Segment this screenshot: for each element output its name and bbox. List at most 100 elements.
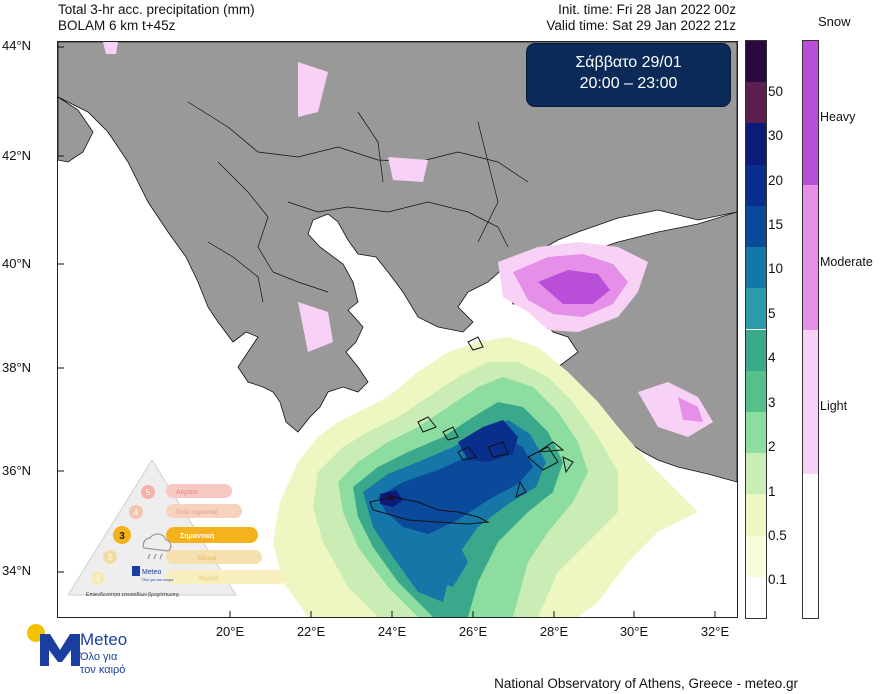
precip-scale-cell <box>746 288 766 330</box>
precip-scale-label: 1 <box>768 484 776 499</box>
inset-level-text: Χαμηλή <box>198 575 219 582</box>
map-canvas <box>58 42 737 617</box>
precip-scale-label: 15 <box>768 217 784 232</box>
snow-scale-label: Light <box>820 399 848 413</box>
inset-level-text: Μέτρια <box>198 555 217 562</box>
inset-logo-icon <box>132 566 140 576</box>
graticule-ticks <box>58 46 716 617</box>
lat-label: 44°N <box>2 38 32 53</box>
inset-number: 3 <box>119 531 125 542</box>
inset-level-circle <box>113 526 131 544</box>
inset-level-bar <box>166 504 242 518</box>
lon-label: 22°E <box>296 624 326 639</box>
precip-scale-label: 10 <box>768 261 784 276</box>
precip-scale-label: 4 <box>768 350 776 365</box>
lat-label: 36°N <box>2 463 32 478</box>
lat-label: 42°N <box>2 148 32 163</box>
snow-scale-cell <box>803 41 818 186</box>
inset-number: 2 <box>108 553 113 562</box>
inset-level-circle <box>141 485 155 499</box>
precip-scale-cell <box>746 411 766 454</box>
rain-cloud-icon <box>142 533 172 560</box>
meteo-logo <box>27 624 80 666</box>
precip-scale-cell <box>746 123 766 165</box>
precip-scale-cell <box>746 329 766 371</box>
rain-field <box>273 337 698 617</box>
inset-brand-tag: Όλο για τον καιρό <box>141 577 174 582</box>
precip-scale-cell <box>746 370 766 412</box>
precip-scale-cell <box>746 247 766 289</box>
precip-scale-label: 0.5 <box>768 528 787 543</box>
hours-label: 20:00 – 23:00 <box>579 75 678 92</box>
crete <box>369 496 490 525</box>
inset-level-bar <box>166 527 258 543</box>
init-time: Init. time: Fri 28 Jan 2022 00z <box>558 2 736 17</box>
lon-label: 28°E <box>539 624 569 639</box>
logo-name: Meteo <box>80 630 128 649</box>
precip-scale-cell <box>746 82 766 124</box>
inset-level-text: Σημαντική <box>180 533 214 540</box>
rain-risk-inset-legend: 5 4 3 2 1 Ακραία Πολύ σημαντική Σημαντικ… <box>68 460 286 598</box>
logo-tagline: τον καιρό <box>80 664 126 676</box>
inset-brand: Meteo <box>142 569 162 576</box>
snow-scale-label: Heavy <box>820 110 856 124</box>
lon-label: 24°E <box>377 624 407 639</box>
land-balkans <box>58 42 737 433</box>
precipitation-map <box>57 41 738 618</box>
precip-scale-cell <box>746 453 766 495</box>
lon-label: 30°E <box>619 624 649 639</box>
snow-color-scale <box>802 40 819 619</box>
logo-m-icon <box>40 634 80 666</box>
country-borders <box>187 101 529 303</box>
lon-label: 32°E <box>700 624 730 639</box>
snow-scale-cell <box>803 185 818 330</box>
precip-scale-label: 20 <box>768 173 784 188</box>
precip-scale-label: 0.1 <box>768 572 787 587</box>
inset-level-text: Ακραία <box>176 488 198 496</box>
inset-caption: Επικινδυνότητα επεισοδίων βροχόπτωσης <box>86 591 180 598</box>
inset-number: 1 <box>96 574 101 583</box>
time-window-box: Σάββατο 29/01 20:00 – 23:00 <box>527 44 730 106</box>
precip-scale-cell <box>746 164 766 206</box>
precip-scale-label: 30 <box>768 128 784 143</box>
snow-scale-title: Snow <box>818 14 851 29</box>
inset-level-circle <box>91 571 105 585</box>
inset-number: 5 <box>146 488 151 497</box>
precip-scale-label: 3 <box>768 395 776 410</box>
precip-color-scale <box>745 40 767 619</box>
header-left: Total 3-hr acc. precipitation (mm) BOLAM… <box>58 2 255 34</box>
header-right: Init. time: Fri 28 Jan 2022 00z Valid ti… <box>546 2 736 34</box>
valid-time: Valid time: Sat 29 Jan 2022 21z <box>546 18 736 33</box>
inset-level-text: Πολύ σημαντική <box>176 509 218 516</box>
precip-scale-label: 5 <box>768 306 776 321</box>
precip-scale-cell <box>746 41 766 83</box>
precip-scale-cell <box>746 576 766 618</box>
lat-label: 40°N <box>2 256 32 271</box>
islands <box>369 336 574 525</box>
inset-level-bar <box>166 570 286 584</box>
snow-scale-cell <box>803 329 818 474</box>
logo-tagline: Όλο για <box>80 651 118 663</box>
lon-label: 26°E <box>458 624 488 639</box>
precip-scale-cell <box>746 535 766 577</box>
lat-label: 34°N <box>2 563 32 578</box>
model-label: BOLAM 6 km t+45z <box>58 18 176 33</box>
day-label: Σάββατο 29/01 <box>575 54 682 71</box>
inset-level-bar <box>166 550 262 564</box>
precip-scale-label: 50 <box>768 84 784 99</box>
lat-label: 38°N <box>2 360 32 375</box>
precip-scale-label: 2 <box>768 439 776 454</box>
snow-scale-cell <box>803 473 818 618</box>
inset-level-circle <box>103 550 117 564</box>
inset-number: 4 <box>134 508 139 517</box>
precip-scale-cell <box>746 205 766 248</box>
land-italy <box>58 96 94 163</box>
snow-field <box>103 42 713 437</box>
inset-level-bar <box>166 484 232 498</box>
footer-credit: National Observatory of Athens, Greece -… <box>494 676 798 691</box>
map-title: Total 3-hr acc. precipitation (mm) <box>58 2 255 17</box>
inset-level-circle <box>129 505 143 519</box>
snow-scale-label: Moderate <box>820 255 873 269</box>
precip-scale-cell <box>746 494 766 536</box>
lon-label: 20°E <box>215 624 245 639</box>
